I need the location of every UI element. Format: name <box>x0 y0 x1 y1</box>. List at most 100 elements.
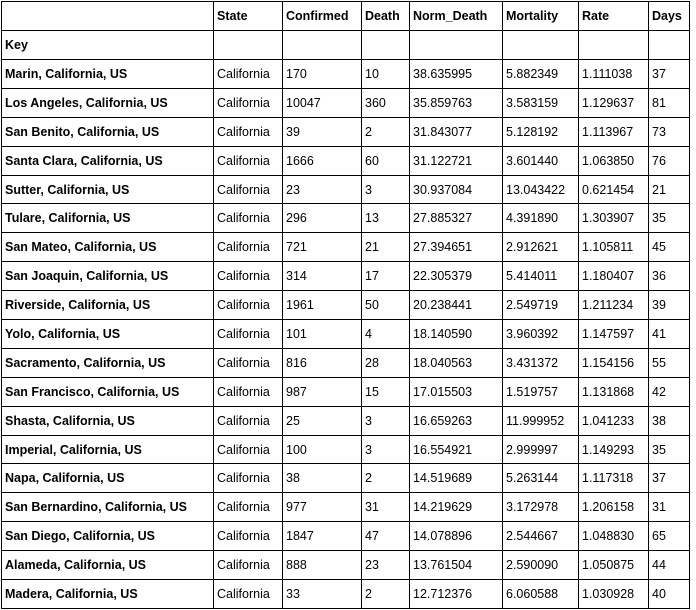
death-cell: 4 <box>361 319 410 349</box>
death-cell: 60 <box>361 145 410 176</box>
rate-cell: 1.131868 <box>578 376 649 407</box>
index-name-label: Key <box>1 30 214 60</box>
norm-death-cell: 16.659263 <box>409 405 503 436</box>
norm-death-cell: 14.219629 <box>409 492 503 523</box>
rate-cell: 1.154156 <box>578 347 649 378</box>
confirmed-cell: 816 <box>282 347 362 378</box>
state-cell: California <box>213 87 283 118</box>
table-row: Imperial, California, US California 100 3 16… <box>1 434 690 465</box>
table-row: Shasta, California, US California 25 3 16.65… <box>1 405 690 436</box>
row-key-cell: Tulare, California, US <box>1 203 214 234</box>
confirmed-cell: 170 <box>282 59 362 89</box>
days-cell: 37 <box>648 463 690 494</box>
mortality-cell: 4.391890 <box>502 203 579 234</box>
norm-death-cell: 22.305379 <box>409 261 503 292</box>
empty-header-cell <box>578 30 649 60</box>
rate-cell: 1.111038 <box>578 59 649 89</box>
rate-cell: 1.180407 <box>578 261 649 292</box>
norm-death-cell: 16.554921 <box>409 434 503 465</box>
empty-header-cell <box>502 30 579 60</box>
row-key-cell: Imperial, California, US <box>1 434 214 465</box>
rate-cell: 1.050875 <box>578 550 649 581</box>
row-key-cell: San Bernardino, California, US <box>1 492 214 523</box>
table-body: Marin, California, US California 170 10 38.6… <box>1 59 690 609</box>
confirmed-cell: 888 <box>282 550 362 581</box>
index-name-row: Key <box>1 30 690 60</box>
table-row: Napa, California, US California 38 2 14.5196… <box>1 463 690 494</box>
mortality-cell: 3.172978 <box>502 492 579 523</box>
confirmed-cell: 39 <box>282 116 362 147</box>
state-cell: California <box>213 347 283 378</box>
state-cell: California <box>213 174 283 205</box>
confirmed-cell: 25 <box>282 405 362 436</box>
state-cell: California <box>213 203 283 234</box>
days-cell: 40 <box>648 579 690 609</box>
days-cell: 41 <box>648 319 690 349</box>
row-key-cell: Alameda, California, US <box>1 550 214 581</box>
rate-cell: 1.063850 <box>578 145 649 176</box>
mortality-cell: 2.549719 <box>502 290 579 321</box>
empty-header-cell <box>282 30 362 60</box>
table-row: Sutter, California, US California 23 3 30.93… <box>1 174 690 205</box>
mortality-cell: 5.882349 <box>502 59 579 89</box>
mortality-cell: 13.043422 <box>502 174 579 205</box>
death-cell: 2 <box>361 463 410 494</box>
table-header: State Confirmed Death Norm_Death Mortali… <box>1 1 690 60</box>
rate-cell: 1.211234 <box>578 290 649 321</box>
days-cell: 65 <box>648 521 690 552</box>
row-key-cell: San Francisco, California, US <box>1 376 214 407</box>
row-key-cell: Riverside, California, US <box>1 290 214 321</box>
rate-cell: 1.113967 <box>578 116 649 147</box>
norm-death-cell: 27.885327 <box>409 203 503 234</box>
confirmed-cell: 33 <box>282 579 362 609</box>
state-cell: California <box>213 434 283 465</box>
state-cell: California <box>213 463 283 494</box>
norm-death-cell: 27.394651 <box>409 232 503 263</box>
death-cell: 360 <box>361 87 410 118</box>
confirmed-cell: 38 <box>282 463 362 494</box>
table-row: San Benito, California, US California 39 2 3… <box>1 116 690 147</box>
table-row: Riverside, California, US California 1961 5… <box>1 290 690 321</box>
state-cell: California <box>213 492 283 523</box>
state-cell: California <box>213 521 283 552</box>
row-key-cell: San Diego, California, US <box>1 521 214 552</box>
death-cell: 13 <box>361 203 410 234</box>
state-cell: California <box>213 232 283 263</box>
column-header-mortality: Mortality <box>502 1 579 31</box>
row-key-cell: San Joaquin, California, US <box>1 261 214 292</box>
table-row: Tulare, California, US California 296 13 27.… <box>1 203 690 234</box>
row-key-cell: Napa, California, US <box>1 463 214 494</box>
rate-cell: 0.621454 <box>578 174 649 205</box>
days-cell: 42 <box>648 376 690 407</box>
column-header-rate: Rate <box>578 1 649 31</box>
row-key-cell: Marin, California, US <box>1 59 214 89</box>
mortality-cell: 3.583159 <box>502 87 579 118</box>
days-cell: 35 <box>648 203 690 234</box>
mortality-cell: 3.431372 <box>502 347 579 378</box>
norm-death-cell: 38.635995 <box>409 59 503 89</box>
days-cell: 39 <box>648 290 690 321</box>
confirmed-cell: 23 <box>282 174 362 205</box>
rate-cell: 1.105811 <box>578 232 649 263</box>
mortality-cell: 3.601440 <box>502 145 579 176</box>
norm-death-cell: 30.937084 <box>409 174 503 205</box>
rate-cell: 1.206158 <box>578 492 649 523</box>
confirmed-cell: 296 <box>282 203 362 234</box>
confirmed-cell: 10047 <box>282 87 362 118</box>
norm-death-cell: 13.761504 <box>409 550 503 581</box>
days-cell: 35 <box>648 434 690 465</box>
row-key-cell: Yolo, California, US <box>1 319 214 349</box>
table-row: Yolo, California, US California 101 4 18.140… <box>1 319 690 349</box>
mortality-cell: 2.912621 <box>502 232 579 263</box>
days-cell: 36 <box>648 261 690 292</box>
norm-death-cell: 14.078896 <box>409 521 503 552</box>
mortality-cell: 1.519757 <box>502 376 579 407</box>
norm-death-cell: 31.122721 <box>409 145 503 176</box>
confirmed-cell: 977 <box>282 492 362 523</box>
state-cell: California <box>213 579 283 609</box>
mortality-cell: 2.590090 <box>502 550 579 581</box>
row-key-cell: San Benito, California, US <box>1 116 214 147</box>
days-cell: 37 <box>648 59 690 89</box>
column-header-days: Days <box>648 1 690 31</box>
